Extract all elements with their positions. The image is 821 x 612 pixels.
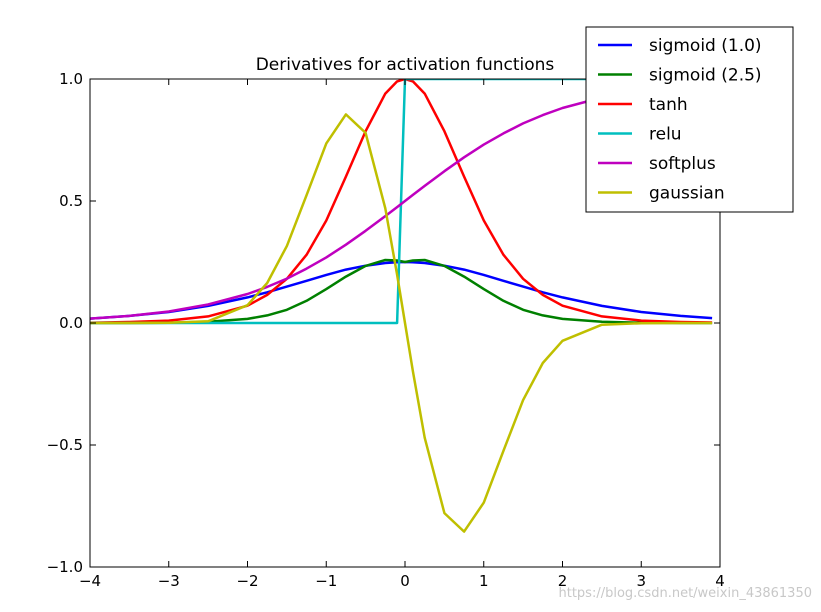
x-tick-label: −2	[236, 572, 258, 590]
legend-label: sigmoid (1.0)	[649, 36, 762, 56]
legend-label: relu	[649, 125, 682, 145]
x-tick-label: 3	[636, 572, 646, 590]
y-tick-label: 0.0	[59, 314, 83, 332]
x-tick-label: 2	[558, 572, 568, 590]
series-layer	[90, 79, 713, 533]
x-tick-label: −3	[158, 572, 180, 590]
series-line-relu	[90, 79, 713, 325]
legend-label: softplus	[649, 154, 716, 174]
x-tick-label: 1	[479, 572, 489, 590]
y-tick-label: −0.5	[47, 436, 83, 454]
legend-box	[585, 26, 794, 213]
watermark: https://blog.csdn.net/weixin_43861350	[558, 586, 812, 601]
legend-label: tanh	[649, 95, 688, 115]
y-tick-label: 1.0	[59, 70, 83, 88]
legend-label: sigmoid (2.5)	[649, 66, 762, 86]
x-tick-label: 4	[715, 572, 725, 590]
legend-label: gaussian	[649, 184, 725, 204]
series-line-softplus	[90, 82, 713, 320]
legend: sigmoid (1.0) sigmoid (2.5) tanh relu softpl…	[585, 26, 794, 213]
y-axis: −1.0 −0.5 0.0 0.5 1.0	[47, 70, 720, 576]
x-tick-label: −4	[79, 572, 101, 590]
chart-title: Derivatives for activation functions	[256, 55, 555, 75]
x-axis: −4 −3 −2 −1 0 1 2 3 4	[79, 79, 725, 590]
series-line-gaussian	[90, 113, 713, 533]
x-tick-label: 0	[400, 572, 410, 590]
x-tick-label: −1	[315, 572, 337, 590]
y-tick-label: −1.0	[47, 558, 83, 576]
series-line-tanh	[90, 79, 713, 325]
series-line-sigmoid-2-5	[90, 258, 713, 325]
y-tick-label: 0.5	[59, 192, 83, 210]
